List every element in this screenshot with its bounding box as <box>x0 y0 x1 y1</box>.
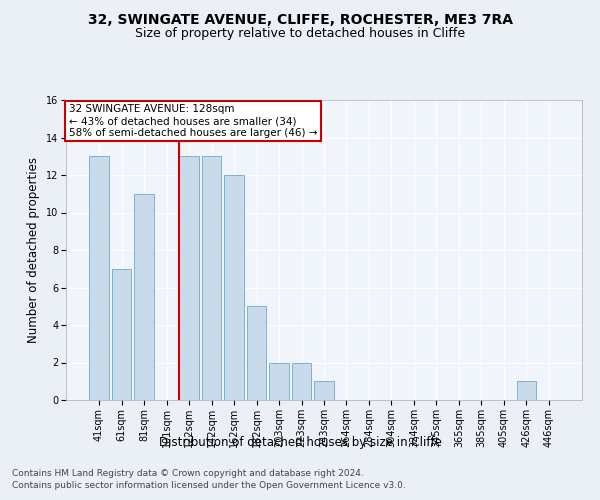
Text: Contains public sector information licensed under the Open Government Licence v3: Contains public sector information licen… <box>12 481 406 490</box>
Bar <box>202 156 221 400</box>
Text: 32, SWINGATE AVENUE, CLIFFE, ROCHESTER, ME3 7RA: 32, SWINGATE AVENUE, CLIFFE, ROCHESTER, … <box>88 12 512 26</box>
Text: Contains HM Land Registry data © Crown copyright and database right 2024.: Contains HM Land Registry data © Crown c… <box>12 468 364 477</box>
Bar <box>112 269 131 400</box>
Bar <box>89 156 109 400</box>
Bar <box>314 381 334 400</box>
Bar <box>179 156 199 400</box>
Text: Distribution of detached houses by size in Cliffe: Distribution of detached houses by size … <box>158 436 442 449</box>
Bar <box>269 362 289 400</box>
Text: 32 SWINGATE AVENUE: 128sqm
← 43% of detached houses are smaller (34)
58% of semi: 32 SWINGATE AVENUE: 128sqm ← 43% of deta… <box>68 104 317 138</box>
Text: Size of property relative to detached houses in Cliffe: Size of property relative to detached ho… <box>135 28 465 40</box>
Bar <box>247 306 266 400</box>
Bar <box>134 194 154 400</box>
Bar <box>224 175 244 400</box>
Bar <box>517 381 536 400</box>
Bar <box>292 362 311 400</box>
Y-axis label: Number of detached properties: Number of detached properties <box>28 157 40 343</box>
